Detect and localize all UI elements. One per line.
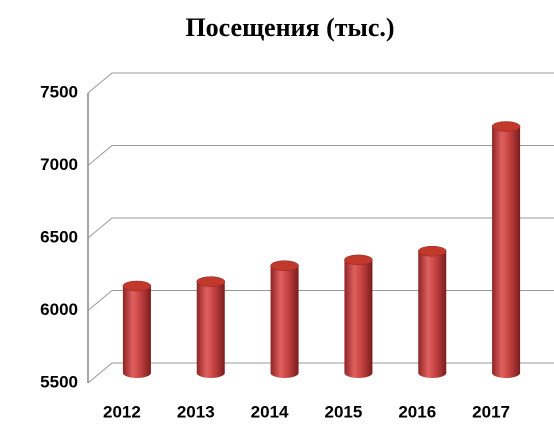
cylinder-body	[492, 126, 521, 373]
grid-line	[87, 72, 554, 94]
cylinder-base	[270, 368, 299, 378]
cylinder-base	[418, 368, 447, 378]
cylinder-top	[196, 276, 225, 287]
cylinder-body	[418, 251, 447, 373]
cylinder-top	[270, 260, 299, 271]
x-tick-label: 2015	[325, 402, 363, 421]
x-tick-label: 2017	[472, 402, 510, 421]
y-tick-label: 7000	[40, 155, 78, 174]
cylinder-body	[196, 281, 225, 373]
x-tick-label: 2012	[103, 402, 141, 421]
grid-line	[87, 217, 554, 239]
bar	[122, 280, 152, 378]
bar	[196, 276, 225, 378]
cylinder-body	[270, 265, 299, 373]
cylinder-base	[492, 368, 521, 378]
cylinder-body	[122, 286, 151, 373]
x-tick-label: 2014	[251, 402, 289, 421]
bar	[491, 121, 521, 378]
cylinder-top	[418, 245, 447, 257]
y-tick-label: 7500	[40, 82, 78, 101]
cylinder-top	[344, 254, 373, 266]
bar	[270, 260, 299, 378]
grid-line	[87, 362, 554, 384]
cylinder-body	[344, 259, 373, 373]
grid-line	[87, 145, 554, 166]
cylinder-base	[122, 368, 151, 378]
y-tick-label: 5500	[40, 372, 78, 391]
bar	[344, 254, 373, 378]
cylinder-base	[344, 368, 373, 378]
cylinder-top	[122, 280, 152, 292]
grid-line	[87, 290, 554, 311]
x-tick-label: 2013	[177, 402, 215, 421]
chart-title: Посещения (тыс.)	[185, 13, 394, 42]
bar	[418, 245, 447, 378]
y-tick-label: 6500	[40, 227, 78, 246]
y-tick-label: 6000	[40, 300, 78, 319]
cylinder-top	[491, 121, 521, 132]
cylinder-base	[196, 368, 225, 378]
x-tick-label: 2016	[398, 402, 436, 421]
